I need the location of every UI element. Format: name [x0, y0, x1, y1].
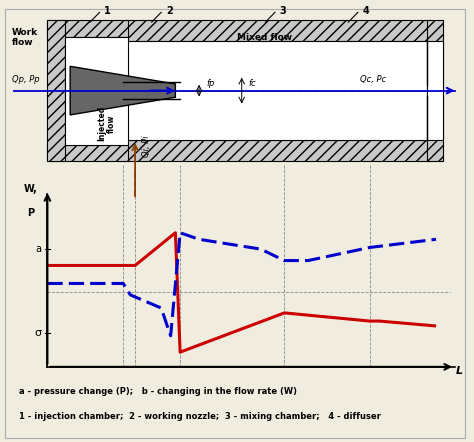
- Text: W,: W,: [24, 184, 38, 194]
- Bar: [427, 20, 443, 161]
- Text: Mixed flow: Mixed flow: [237, 33, 292, 42]
- Text: 2: 2: [166, 6, 173, 16]
- Text: Injected
flow: Injected flow: [97, 106, 116, 141]
- Text: P: P: [27, 208, 35, 218]
- Text: 4: 4: [363, 6, 369, 16]
- Bar: [47, 20, 65, 161]
- Bar: [47, 145, 128, 161]
- Text: 3: 3: [280, 6, 286, 16]
- Bar: [123, 140, 431, 161]
- Polygon shape: [70, 66, 175, 115]
- Bar: [47, 20, 128, 37]
- Text: a: a: [36, 244, 42, 254]
- Text: fp: fp: [206, 80, 215, 88]
- Text: Qi, Pi: Qi, Pi: [142, 135, 151, 156]
- Text: a - pressure change (P);   b - changing in the flow rate (W): a - pressure change (P); b - changing in…: [19, 387, 297, 396]
- Bar: [123, 41, 431, 140]
- Text: L: L: [456, 366, 464, 376]
- Text: 1: 1: [104, 6, 111, 16]
- Bar: [123, 20, 431, 41]
- Text: Qc, Pc: Qc, Pc: [360, 75, 386, 84]
- Text: Qp, Pp: Qp, Pp: [12, 75, 39, 84]
- Text: 1 - injection chamber;  2 - working nozzle;  3 - mixing chamber;   4 - diffuser: 1 - injection chamber; 2 - working nozzl…: [19, 412, 381, 421]
- Text: Work
flow: Work flow: [12, 28, 38, 47]
- Bar: [427, 41, 443, 140]
- Text: σ: σ: [35, 328, 42, 338]
- Bar: [65, 37, 128, 145]
- Text: fc: fc: [249, 80, 256, 88]
